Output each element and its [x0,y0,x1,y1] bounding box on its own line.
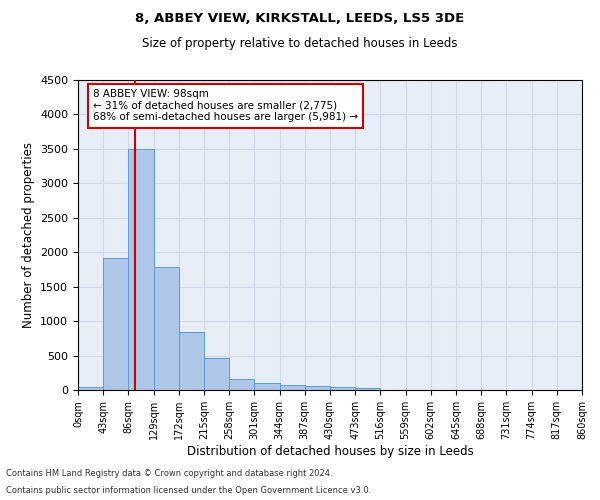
Text: 8 ABBEY VIEW: 98sqm
← 31% of detached houses are smaller (2,775)
68% of semi-det: 8 ABBEY VIEW: 98sqm ← 31% of detached ho… [93,90,358,122]
Bar [254,383,280,390]
Y-axis label: Number of detached properties: Number of detached properties [22,142,35,328]
Text: 8, ABBEY VIEW, KIRKSTALL, LEEDS, LS5 3DE: 8, ABBEY VIEW, KIRKSTALL, LEEDS, LS5 3DE [136,12,464,26]
Bar [154,266,179,390]
Bar [78,387,103,390]
X-axis label: Distribution of detached houses by size in Leeds: Distribution of detached houses by size … [187,444,473,458]
Bar [305,386,330,390]
Bar [204,358,229,390]
Bar [229,378,254,390]
Bar [280,385,305,390]
Text: Contains public sector information licensed under the Open Government Licence v3: Contains public sector information licen… [6,486,371,495]
Bar [103,258,128,390]
Text: Contains HM Land Registry data © Crown copyright and database right 2024.: Contains HM Land Registry data © Crown c… [6,468,332,477]
Text: Size of property relative to detached houses in Leeds: Size of property relative to detached ho… [142,38,458,51]
Bar [330,388,355,390]
Bar [355,388,380,390]
Bar [128,149,154,390]
Bar [179,332,204,390]
